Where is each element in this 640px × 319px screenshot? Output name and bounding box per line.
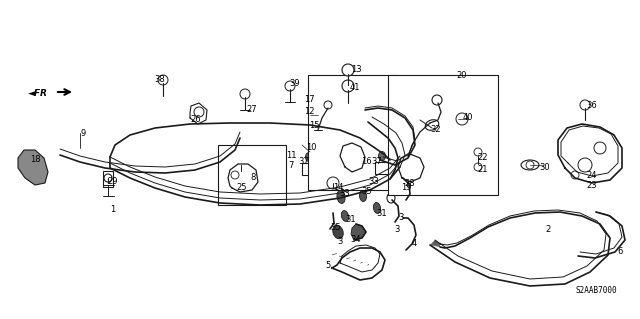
Circle shape [594,142,606,154]
Text: 37: 37 [372,158,382,167]
Text: 25: 25 [237,182,247,191]
Ellipse shape [239,172,250,179]
Text: 40: 40 [463,113,473,122]
Circle shape [104,174,112,182]
Text: 41: 41 [349,84,360,93]
Ellipse shape [333,225,343,239]
Text: 21: 21 [477,166,488,174]
Bar [308,75,398,190]
Circle shape [240,89,250,99]
Text: 12: 12 [304,107,314,115]
Text: 38: 38 [155,75,165,84]
Ellipse shape [378,152,385,160]
Polygon shape [18,150,48,185]
Text: 28: 28 [404,179,415,188]
Circle shape [571,171,579,179]
Text: 24: 24 [587,170,597,180]
Text: 20: 20 [457,70,467,79]
Text: 35: 35 [331,224,341,233]
Ellipse shape [521,160,539,170]
Circle shape [526,161,534,169]
Circle shape [456,113,468,125]
Ellipse shape [341,211,349,221]
Circle shape [327,177,339,189]
Circle shape [474,163,482,171]
Text: ◄FR: ◄FR [28,88,48,98]
Circle shape [231,171,239,179]
Circle shape [194,107,204,117]
Text: 14: 14 [333,182,343,191]
Text: 32: 32 [431,125,442,135]
Text: 10: 10 [306,144,316,152]
Bar [375,162,389,174]
Text: 26: 26 [191,115,202,123]
Text: 36: 36 [587,101,597,110]
Text: 19: 19 [401,183,412,192]
Text: 34: 34 [351,235,362,244]
Ellipse shape [337,190,345,204]
Text: 18: 18 [29,155,40,165]
Text: 9: 9 [81,129,86,137]
Text: 33: 33 [340,189,350,197]
Circle shape [578,158,592,172]
Ellipse shape [305,152,312,161]
Text: 37: 37 [299,158,309,167]
Ellipse shape [360,190,367,202]
Text: 27: 27 [246,105,257,114]
Text: 5: 5 [325,261,331,270]
Text: 23: 23 [587,182,597,190]
Text: 2: 2 [545,226,550,234]
Text: 7: 7 [288,160,294,169]
Text: 15: 15 [308,121,319,130]
Text: 31: 31 [377,209,387,218]
Text: 11: 11 [285,151,296,160]
Circle shape [285,81,295,91]
Text: 29: 29 [108,177,118,187]
Text: 31: 31 [346,216,356,225]
Ellipse shape [425,120,439,130]
Circle shape [342,80,354,92]
Text: 3: 3 [394,226,400,234]
Text: 39: 39 [290,79,300,88]
Text: 4: 4 [412,240,417,249]
Circle shape [324,101,332,109]
Text: 17: 17 [304,95,314,105]
Text: 6: 6 [618,248,623,256]
Circle shape [158,75,168,85]
Text: 33: 33 [369,177,380,187]
Text: S2AAB7000: S2AAB7000 [575,286,617,295]
Text: 1: 1 [110,205,116,214]
Text: 22: 22 [477,153,488,162]
Text: 35: 35 [362,188,372,197]
Text: 30: 30 [540,164,550,173]
Bar [302,163,316,175]
Ellipse shape [387,193,395,203]
Text: 16: 16 [361,158,371,167]
Bar [388,75,498,195]
Text: 3: 3 [337,238,342,247]
Ellipse shape [373,203,381,213]
Circle shape [342,64,354,76]
Circle shape [474,148,482,156]
Circle shape [432,95,442,105]
Circle shape [580,100,590,110]
Text: 8: 8 [250,174,256,182]
Ellipse shape [400,171,408,181]
Bar [218,145,286,205]
Polygon shape [351,224,366,240]
Ellipse shape [368,178,376,190]
Text: 13: 13 [351,64,362,73]
Text: 3: 3 [398,213,404,222]
Bar [103,171,113,187]
